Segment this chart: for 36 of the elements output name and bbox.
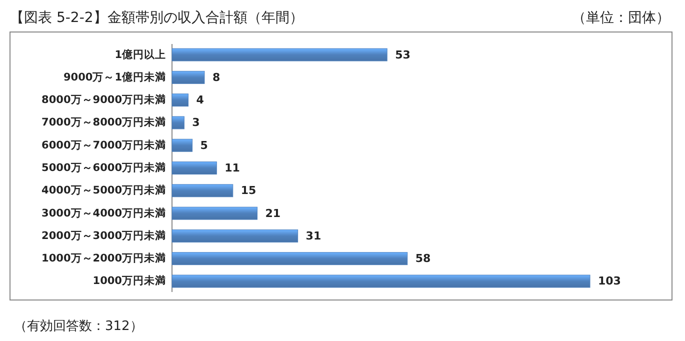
bar xyxy=(172,138,193,152)
y-tick-label: 7000万～8000万円未満 xyxy=(42,116,166,129)
bar xyxy=(172,274,590,288)
y-tick-label: 1億円以上 xyxy=(114,48,166,61)
bar xyxy=(172,206,258,220)
y-tick-label: 1000万円未満 xyxy=(92,274,166,288)
bar xyxy=(172,252,408,266)
bar xyxy=(172,162,217,174)
y-tick-label: 5000万～6000万円未満 xyxy=(42,161,166,174)
data-label: 11 xyxy=(224,162,240,174)
data-label: 21 xyxy=(265,206,281,220)
y-tick-label: 4000万～5000万円未満 xyxy=(42,184,166,197)
bar xyxy=(172,48,388,62)
y-tick-label: 6000万～7000万円未満 xyxy=(42,138,166,152)
data-label: 58 xyxy=(415,252,431,266)
bar xyxy=(172,116,184,130)
data-label: 53 xyxy=(395,48,410,62)
y-tick-label: 8000万～9000万円未満 xyxy=(42,93,166,106)
y-tick-label: 2000万～3000万円未満 xyxy=(42,228,166,242)
y-tick-label: 3000万～4000万円未満 xyxy=(42,206,166,220)
data-label: 4 xyxy=(196,94,204,107)
y-tick-label: 9000万～1億円未満 xyxy=(63,70,166,84)
text: （有効回答数：312） xyxy=(14,319,143,334)
data-label: 31 xyxy=(306,229,322,242)
data-label: 8 xyxy=(212,70,220,84)
data-label: 3 xyxy=(192,116,200,130)
bar xyxy=(172,70,205,84)
bar xyxy=(172,94,188,107)
chart-title: 【図表 5-2-2】金額帯別の収入合計額（年間） xyxy=(10,10,304,26)
data-label: 15 xyxy=(240,184,256,198)
data-label: 5 xyxy=(200,138,208,152)
y-tick-label: 1000万～2000万円未満 xyxy=(42,252,166,265)
text: （単位：団体） xyxy=(572,10,670,26)
bar xyxy=(172,184,234,198)
data-label: 103 xyxy=(598,274,621,288)
bar xyxy=(172,229,298,242)
